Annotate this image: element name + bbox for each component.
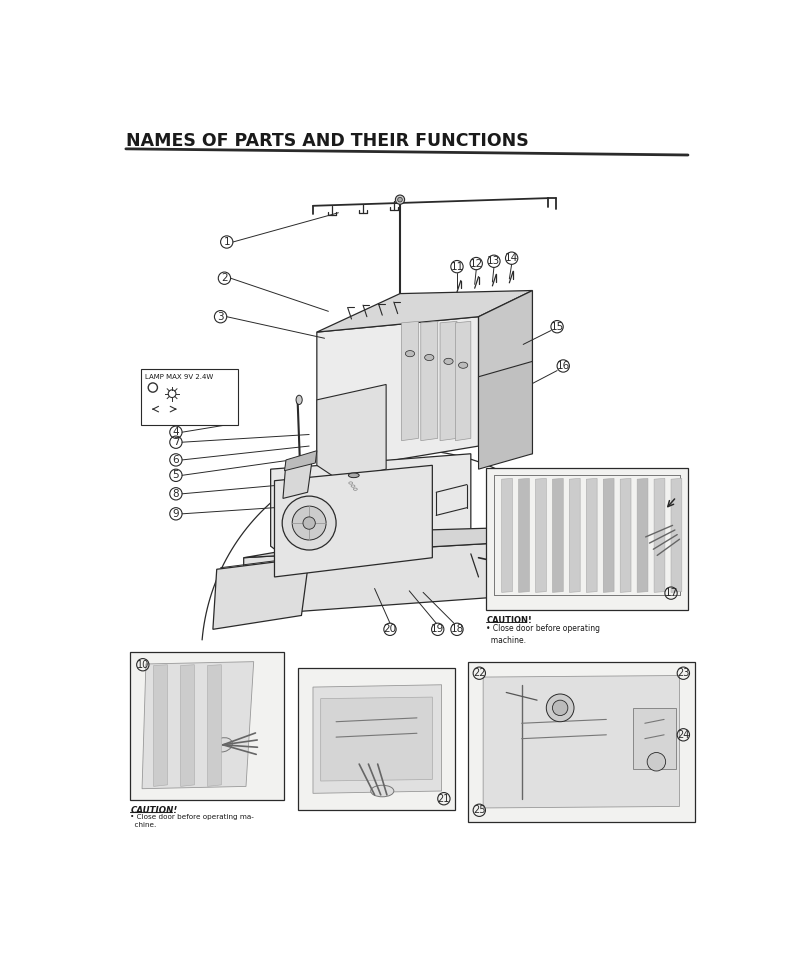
Ellipse shape: [296, 396, 303, 404]
Text: 14: 14: [505, 253, 518, 263]
Polygon shape: [484, 675, 680, 808]
Text: 19: 19: [431, 625, 445, 634]
Bar: [298, 668, 456, 810]
Text: 8: 8: [172, 489, 179, 499]
Text: • Close door before operating ma-
  chine.: • Close door before operating ma- chine.: [130, 814, 254, 828]
Circle shape: [546, 694, 574, 721]
Text: 17: 17: [665, 588, 677, 598]
Polygon shape: [479, 361, 533, 469]
Text: 4: 4: [172, 427, 179, 437]
Text: 23: 23: [677, 669, 689, 678]
Polygon shape: [271, 454, 471, 558]
Text: 24: 24: [677, 730, 689, 740]
Bar: [468, 662, 695, 822]
Text: 5: 5: [172, 470, 179, 480]
Ellipse shape: [425, 354, 434, 360]
Bar: [634, 708, 676, 769]
Polygon shape: [142, 662, 254, 788]
Polygon shape: [456, 321, 471, 441]
Polygon shape: [244, 527, 533, 558]
Text: 25: 25: [473, 806, 486, 815]
Text: CAUTION!: CAUTION!: [130, 807, 178, 815]
Polygon shape: [671, 478, 682, 592]
Polygon shape: [213, 558, 309, 629]
Polygon shape: [620, 478, 631, 592]
Polygon shape: [402, 321, 418, 441]
Polygon shape: [284, 450, 317, 470]
Bar: [486, 468, 688, 610]
Circle shape: [398, 197, 403, 202]
Text: 10: 10: [137, 660, 149, 670]
Text: 13: 13: [488, 256, 500, 266]
Polygon shape: [180, 665, 195, 787]
Polygon shape: [654, 478, 665, 592]
Polygon shape: [313, 685, 441, 793]
Circle shape: [282, 496, 336, 550]
Polygon shape: [317, 384, 386, 481]
Polygon shape: [553, 478, 563, 592]
Circle shape: [647, 753, 665, 771]
Polygon shape: [440, 321, 457, 441]
Polygon shape: [207, 665, 222, 787]
Polygon shape: [283, 454, 313, 498]
Ellipse shape: [444, 358, 453, 364]
Text: LAMP MAX 9V 2.4W: LAMP MAX 9V 2.4W: [145, 374, 214, 379]
Text: 12: 12: [469, 259, 483, 268]
Text: NAMES OF PARTS AND THEIR FUNCTIONS: NAMES OF PARTS AND THEIR FUNCTIONS: [126, 132, 529, 149]
Polygon shape: [244, 542, 509, 615]
Text: 18: 18: [450, 625, 464, 634]
Text: 15: 15: [550, 322, 564, 331]
Text: 3: 3: [218, 311, 224, 322]
Bar: [141, 369, 237, 424]
Polygon shape: [421, 321, 437, 441]
Polygon shape: [153, 665, 168, 787]
Text: CAUTION!: CAUTION!: [486, 616, 532, 626]
Ellipse shape: [406, 351, 414, 356]
Text: 7: 7: [172, 437, 179, 447]
Ellipse shape: [214, 738, 233, 752]
Polygon shape: [569, 478, 580, 592]
Text: 6: 6: [172, 455, 179, 465]
Circle shape: [395, 195, 405, 204]
Text: • Close door before operating
  machine.: • Close door before operating machine.: [486, 624, 600, 645]
Circle shape: [292, 506, 326, 540]
Polygon shape: [502, 478, 512, 592]
Text: 20: 20: [384, 625, 396, 634]
Text: 11: 11: [450, 262, 464, 272]
Text: 16: 16: [557, 361, 570, 371]
Polygon shape: [586, 478, 597, 592]
Polygon shape: [321, 697, 433, 781]
Circle shape: [303, 517, 315, 529]
Polygon shape: [535, 478, 546, 592]
Text: 1: 1: [223, 237, 230, 247]
Text: 2: 2: [221, 273, 228, 284]
Ellipse shape: [371, 786, 394, 797]
Polygon shape: [637, 478, 648, 592]
Text: 21: 21: [437, 794, 450, 804]
Ellipse shape: [458, 362, 468, 368]
Polygon shape: [275, 466, 433, 577]
Text: 9: 9: [172, 509, 179, 519]
Polygon shape: [479, 290, 533, 454]
Polygon shape: [317, 317, 479, 469]
Bar: [130, 652, 284, 800]
Ellipse shape: [349, 473, 359, 478]
Polygon shape: [317, 290, 533, 332]
Polygon shape: [518, 478, 530, 592]
Polygon shape: [603, 478, 614, 592]
Text: 22: 22: [473, 669, 486, 678]
Circle shape: [553, 700, 568, 716]
